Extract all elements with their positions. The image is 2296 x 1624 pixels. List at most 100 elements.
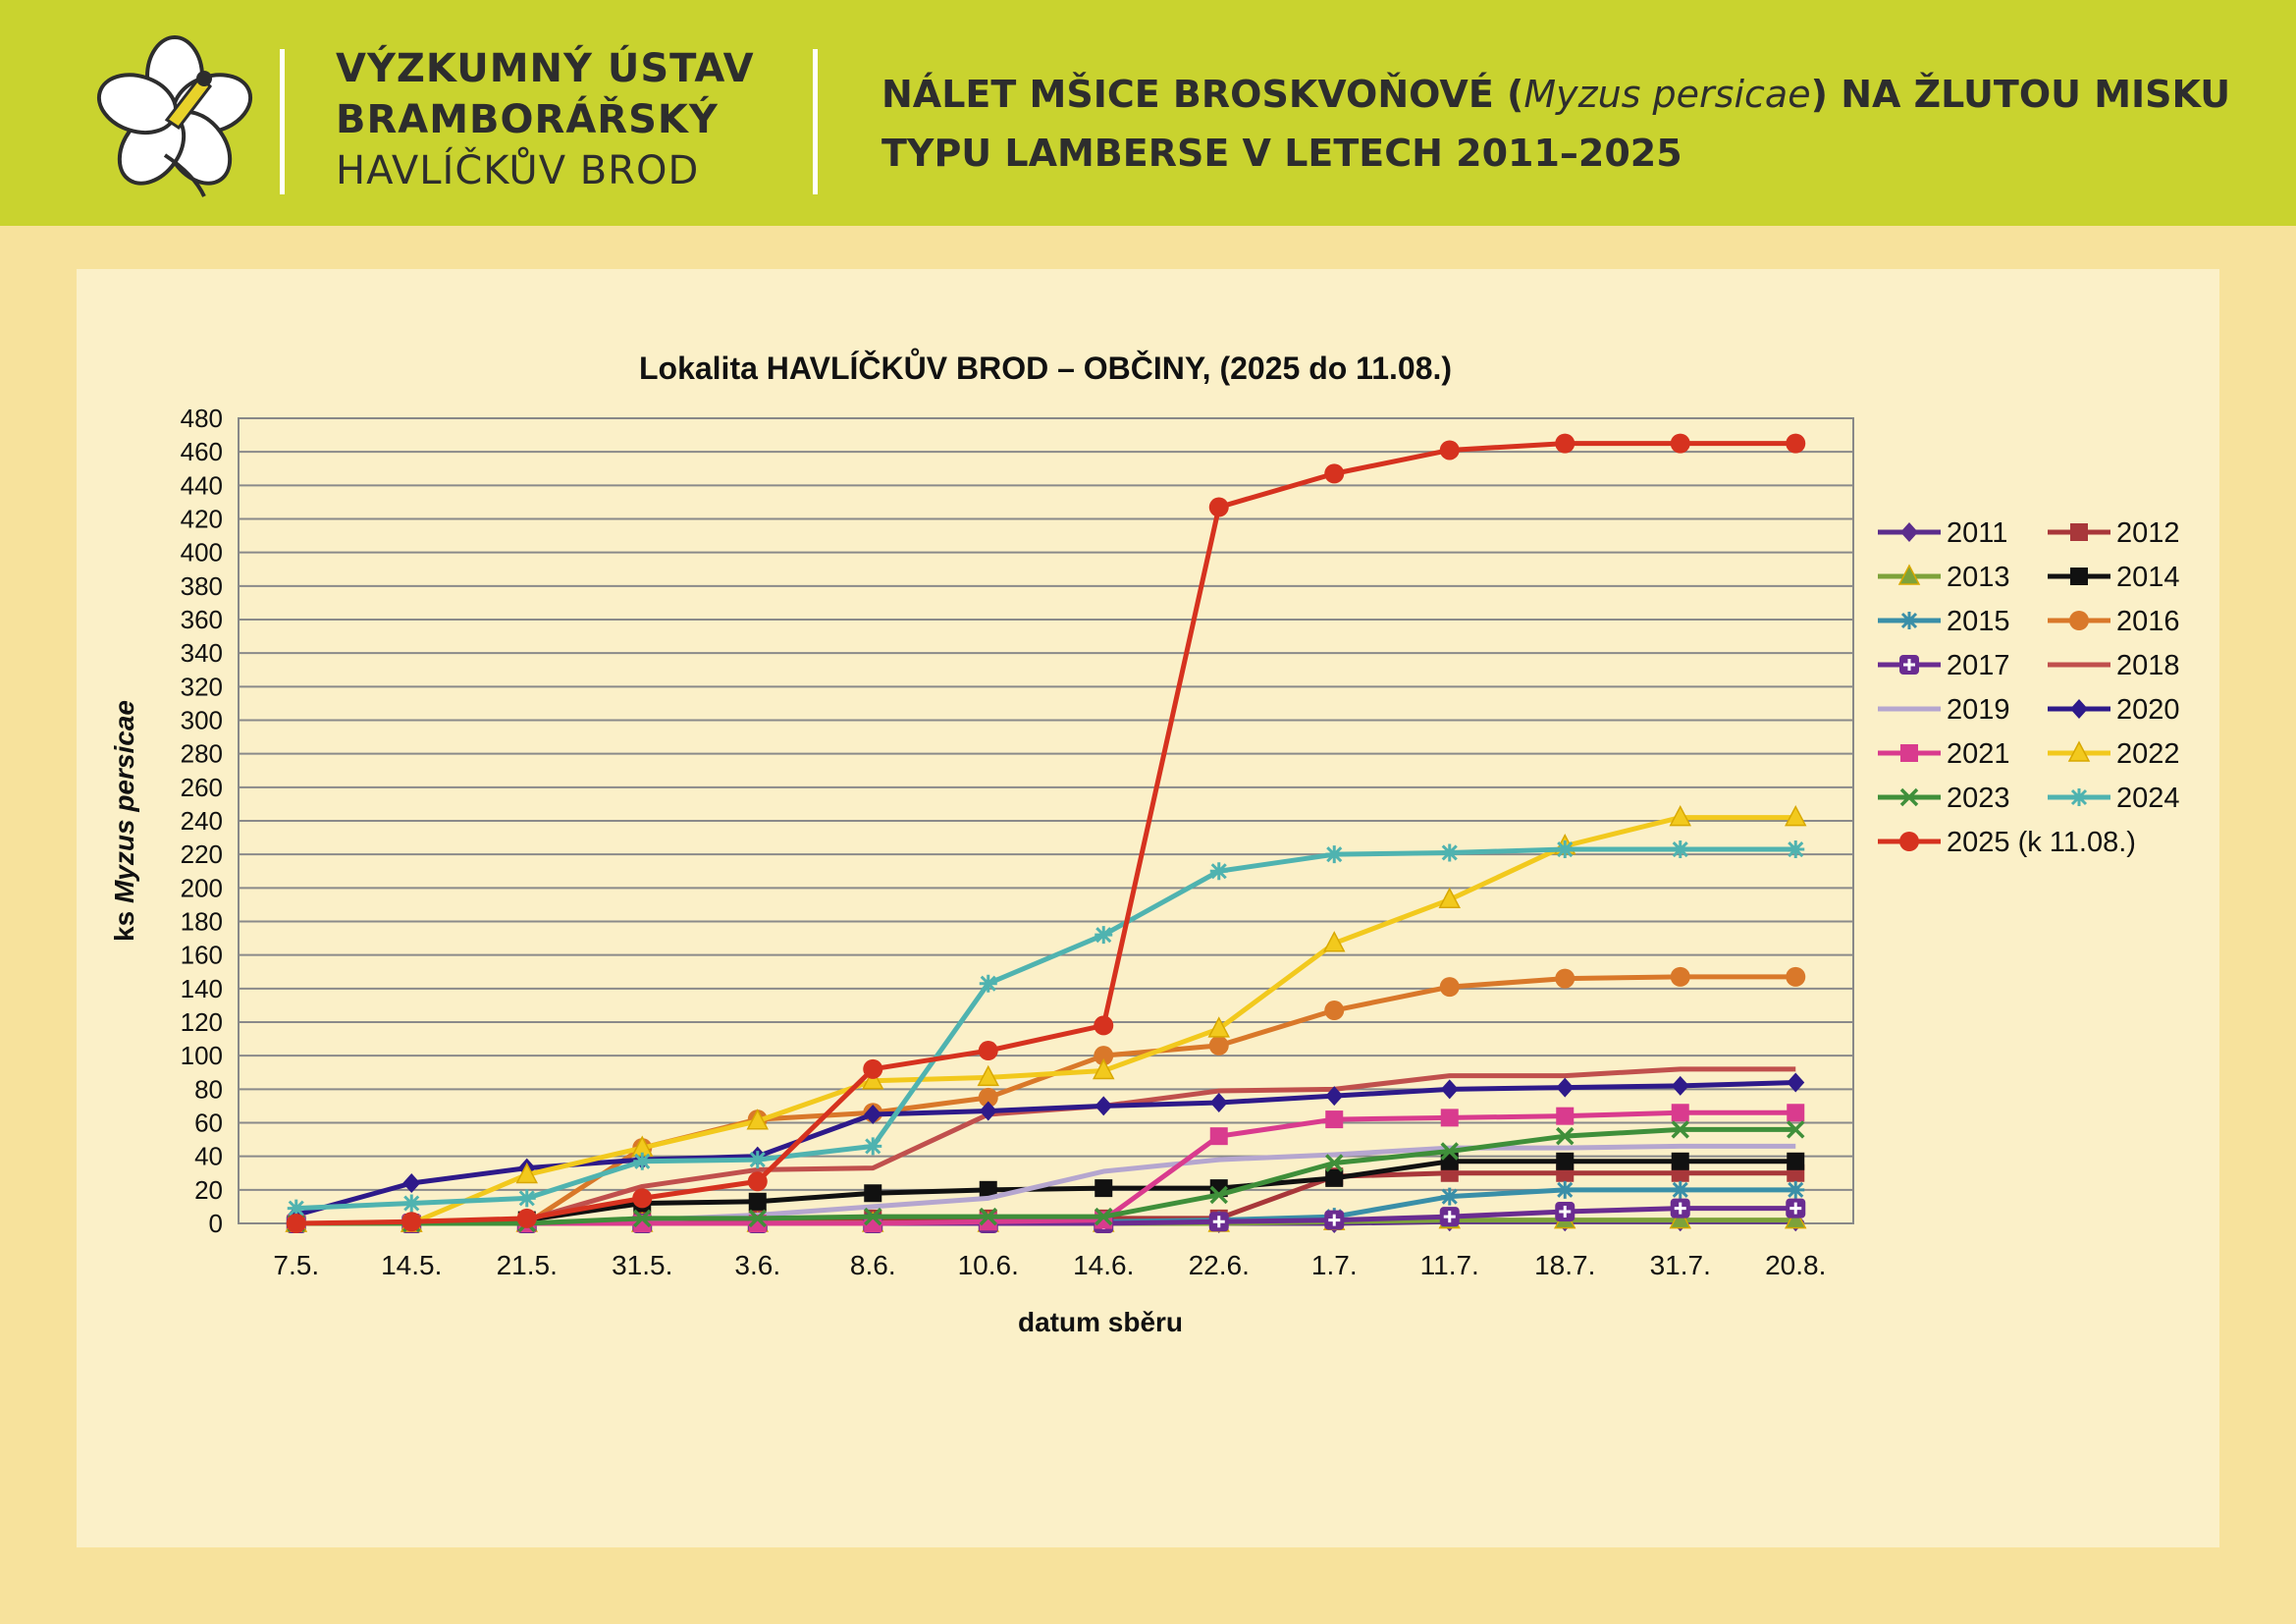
data-point <box>1555 968 1575 989</box>
data-point <box>864 1184 882 1203</box>
y-tick-label: 140 <box>181 974 223 1003</box>
data-point <box>1325 845 1344 864</box>
series-line <box>295 1126 1796 1226</box>
data-point <box>1440 1109 1459 1127</box>
y-tick-label: 260 <box>181 773 223 802</box>
data-point <box>1787 1180 1805 1199</box>
data-point <box>1786 966 1806 987</box>
legend-label: 2016 <box>2116 606 2180 637</box>
y-tick-label: 40 <box>194 1142 223 1171</box>
y-tick-label: 160 <box>181 941 223 970</box>
data-point <box>515 1162 538 1184</box>
data-point <box>864 1137 882 1156</box>
data-point <box>1556 1107 1575 1125</box>
data-point <box>746 1109 769 1130</box>
legend-entry: 2013 <box>1878 562 2010 593</box>
series-2016 <box>286 966 1806 1233</box>
org-line-3: HAVLÍČKŮV BROD <box>336 148 700 193</box>
y-tick-label: 460 <box>181 437 223 466</box>
data-point <box>1787 1072 1805 1093</box>
legend-entry: 2018 <box>2048 650 2180 681</box>
legend-label: 2022 <box>2116 738 2180 770</box>
data-point <box>1787 1120 1805 1139</box>
data-point-cross <box>1212 1216 1225 1228</box>
data-point <box>748 1151 767 1169</box>
legend-entry: 2020 <box>2048 694 2180 726</box>
x-tick-label: 14.6. <box>1073 1250 1134 1280</box>
data-point <box>1670 966 1690 987</box>
data-point <box>1671 1180 1689 1199</box>
data-point <box>1671 1104 1689 1122</box>
data-point <box>1209 862 1228 881</box>
legend-entry: 2025 (k 11.08.) <box>1878 827 2136 858</box>
data-point <box>1439 440 1460 460</box>
data-point <box>401 1212 422 1232</box>
data-point <box>1323 931 1346 952</box>
y-tick-label: 420 <box>181 505 223 534</box>
data-point <box>632 1188 653 1209</box>
data-point <box>2070 699 2088 719</box>
data-point <box>979 1180 997 1199</box>
data-point-cross <box>1674 1202 1686 1215</box>
data-point <box>1900 744 1918 762</box>
legend-label: 2019 <box>1947 694 2010 726</box>
data-point <box>1785 1207 1807 1229</box>
data-point <box>1325 1110 1344 1129</box>
legend-label: 2024 <box>2116 783 2180 814</box>
data-point <box>747 1171 768 1192</box>
header-banner: VÝZKUMNÝ ÚSTAV BRAMBORÁŘSKÝ HAVLÍČKŮV BR… <box>0 0 2296 226</box>
legend-entry: 2021 <box>1878 738 2010 770</box>
legend-entry: 2011 <box>1878 517 2007 549</box>
data-point <box>1670 433 1690 454</box>
y-axis-label: ks Myzus persicae <box>109 700 139 942</box>
y-tick-label: 280 <box>181 739 223 769</box>
data-point <box>2069 611 2089 630</box>
legend-entry: 2023 <box>1878 783 2010 814</box>
data-point <box>1440 1142 1459 1161</box>
data-point <box>1440 1079 1459 1100</box>
data-point <box>1671 1152 1689 1170</box>
data-point <box>1899 832 1919 851</box>
data-point <box>1440 1187 1459 1206</box>
data-point <box>1897 564 1921 585</box>
data-point <box>1556 840 1575 859</box>
x-tick-label: 31.7. <box>1650 1250 1711 1280</box>
data-point <box>402 1194 421 1213</box>
legend-label: 2018 <box>2116 650 2180 681</box>
data-point <box>978 1087 998 1108</box>
data-point <box>1900 522 1918 542</box>
x-tick-label: 18.7. <box>1534 1250 1595 1280</box>
org-line-1: VÝZKUMNÝ ÚSTAV <box>336 46 755 91</box>
y-tick-label: 240 <box>181 806 223 836</box>
data-point <box>864 1207 882 1226</box>
header-divider <box>813 49 818 194</box>
legend-entry: 2017 <box>1878 650 2010 681</box>
data-point <box>1324 1001 1345 1021</box>
data-point <box>2070 788 2088 806</box>
data-point <box>1786 433 1806 454</box>
data-point <box>1439 977 1460 998</box>
x-tick-label: 22.6. <box>1189 1250 1250 1280</box>
chart-panel: Lokalita HAVLÍČKŮV BROD – OBČINY, (2025 … <box>77 269 2219 1547</box>
data-point <box>1208 1035 1229 1056</box>
data-point <box>1207 1016 1230 1038</box>
legend-label: 2025 (k 11.08.) <box>1947 827 2136 858</box>
data-point <box>1787 840 1805 859</box>
series-2023 <box>287 1120 1805 1233</box>
data-point-cross <box>1443 1211 1456 1223</box>
series-line <box>295 974 1796 1226</box>
line-chart: Lokalita HAVLÍČKŮV BROD – OBČINY, (2025 … <box>109 349 2180 1337</box>
data-point <box>2070 568 2088 585</box>
data-point <box>979 1101 997 1121</box>
y-tick-label: 220 <box>181 839 223 869</box>
legend-label: 2012 <box>2116 517 2180 549</box>
data-point <box>1556 1152 1575 1170</box>
x-tick-label: 21.5. <box>497 1250 558 1280</box>
legend: 2011 2012 2013 2014 2015 2016 2017 2018 2019 2020… <box>1878 517 2180 858</box>
series-group <box>285 433 1807 1233</box>
x-axis-ticks: 7.5. 14.5. 21.5. 31.5. 3.6. 8.6. 10.6. 14.6. 22.… <box>273 1250 1826 1280</box>
grid <box>239 417 1853 1224</box>
data-point <box>1325 1086 1344 1107</box>
data-point-cross <box>1559 1206 1572 1218</box>
